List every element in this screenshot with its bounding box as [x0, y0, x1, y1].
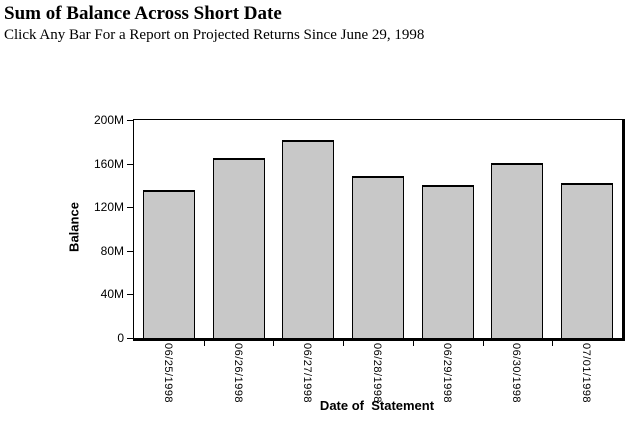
- y-tick-mark: [127, 294, 134, 295]
- x-tick-label: 06/28/1998: [371, 343, 383, 404]
- y-tick-mark: [127, 251, 134, 252]
- x-tick-mark: [552, 341, 553, 346]
- chart-bar[interactable]: [143, 190, 195, 338]
- x-tick-label: 07/01/1998: [580, 343, 592, 404]
- y-tick-label: 200M: [93, 113, 124, 127]
- plot-area: 0 40M 80M 120M 160M 200M 06/25/1998 06/26/1998 0…: [94, 114, 625, 403]
- y-tick-mark: [127, 207, 134, 208]
- x-tick-label: 06/29/1998: [441, 343, 453, 404]
- x-tick-mark: [204, 341, 205, 346]
- y-tick-label: 0: [117, 331, 124, 345]
- chart-bar[interactable]: [561, 183, 613, 338]
- page-subtitle: Click Any Bar For a Report on Projected …: [4, 27, 425, 43]
- x-tick-mark: [343, 341, 344, 346]
- x-tick-label: 06/25/1998: [162, 343, 174, 404]
- chart-bar[interactable]: [282, 140, 334, 338]
- x-tick-label: 06/27/1998: [301, 343, 313, 404]
- x-tick-mark: [273, 341, 274, 346]
- y-tick-label: 160M: [93, 157, 124, 171]
- y-tick-mark: [127, 164, 134, 165]
- x-tick-mark: [483, 341, 484, 346]
- y-tick-label: 120M: [93, 200, 124, 214]
- y-tick-label: 80M: [100, 244, 124, 258]
- chart-bar[interactable]: [352, 176, 404, 338]
- chart-bar[interactable]: [213, 158, 265, 338]
- chart-bar[interactable]: [422, 185, 474, 338]
- x-tick-label: 06/26/1998: [232, 343, 244, 404]
- page-title: Sum of Balance Across Short Date: [4, 3, 282, 24]
- y-tick-mark: [127, 120, 134, 121]
- x-axis-title: Date of Statement: [319, 398, 435, 413]
- chart-bar[interactable]: [491, 163, 543, 338]
- x-tick-label: 06/30/1998: [510, 343, 522, 404]
- y-tick-label: 40M: [100, 287, 124, 301]
- y-tick-mark: [127, 338, 134, 339]
- x-tick-mark: [413, 341, 414, 346]
